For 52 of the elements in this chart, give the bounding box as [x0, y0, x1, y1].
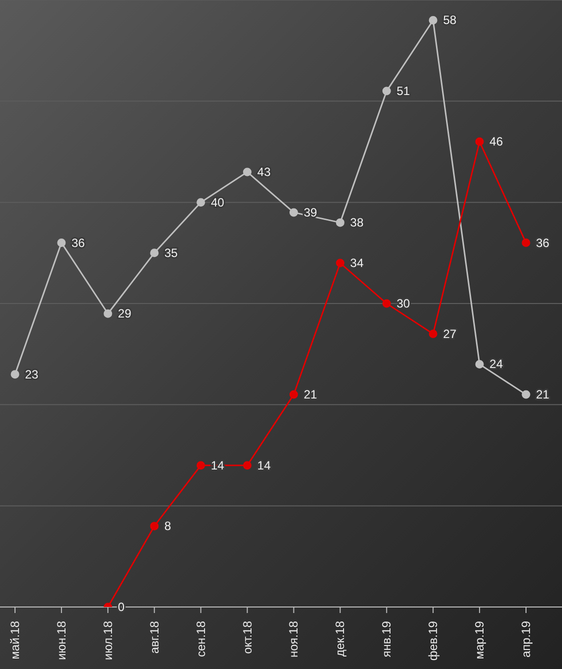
x-tick-label: дек.18: [333, 620, 348, 657]
data-label: 35: [164, 246, 178, 260]
x-tick-label: янв.19: [380, 620, 394, 658]
point: [336, 218, 344, 227]
data-label: 46: [490, 134, 504, 149]
point: [57, 238, 66, 248]
point: [522, 238, 530, 248]
data-label: 21: [536, 388, 550, 402]
x-tick-label: окт.18: [240, 620, 254, 654]
data-label: 34: [350, 256, 364, 270]
point: [289, 390, 298, 399]
x-tick-label: фев.19: [426, 620, 440, 661]
data-label: 36: [536, 236, 550, 250]
point: [196, 461, 206, 470]
point: [10, 370, 20, 379]
point: [475, 137, 484, 146]
data-label: 21: [304, 388, 318, 402]
point: [428, 16, 438, 24]
data-label: 38: [350, 216, 364, 230]
data-label: 24: [490, 357, 504, 372]
data-label: 51: [396, 84, 410, 98]
point: [150, 248, 159, 258]
point: [475, 360, 484, 368]
point: [289, 208, 298, 217]
data-label: 14: [257, 458, 271, 472]
data-label: 29: [118, 306, 132, 321]
x-tick-label: июн.18: [54, 620, 68, 660]
point: [382, 299, 391, 308]
data-label: 40: [210, 195, 224, 210]
point: [104, 309, 112, 318]
x-tick-label: май.18: [8, 620, 22, 660]
data-label: 30: [396, 296, 410, 310]
x-tick-label: авг.18: [147, 620, 162, 654]
point: [150, 522, 159, 530]
data-label: 27: [443, 326, 457, 341]
data-label: 43: [257, 164, 271, 179]
point: [196, 198, 206, 207]
point: [428, 330, 438, 338]
point: [522, 390, 530, 399]
point: [243, 461, 252, 470]
point: [336, 258, 344, 268]
x-tick-label: сен.18: [194, 620, 208, 657]
x-tick-label: мар.19: [472, 620, 487, 660]
point: [382, 86, 391, 96]
x-tick-label: апр.19: [519, 620, 533, 658]
data-label: 8: [164, 519, 172, 534]
x-tick-label: ноя.18: [286, 620, 301, 658]
x-tick-label: июл.18: [100, 620, 115, 660]
point: [243, 168, 252, 176]
data-label: 58: [443, 13, 457, 28]
data-label: 23: [25, 367, 39, 382]
data-label: 36: [71, 236, 86, 250]
